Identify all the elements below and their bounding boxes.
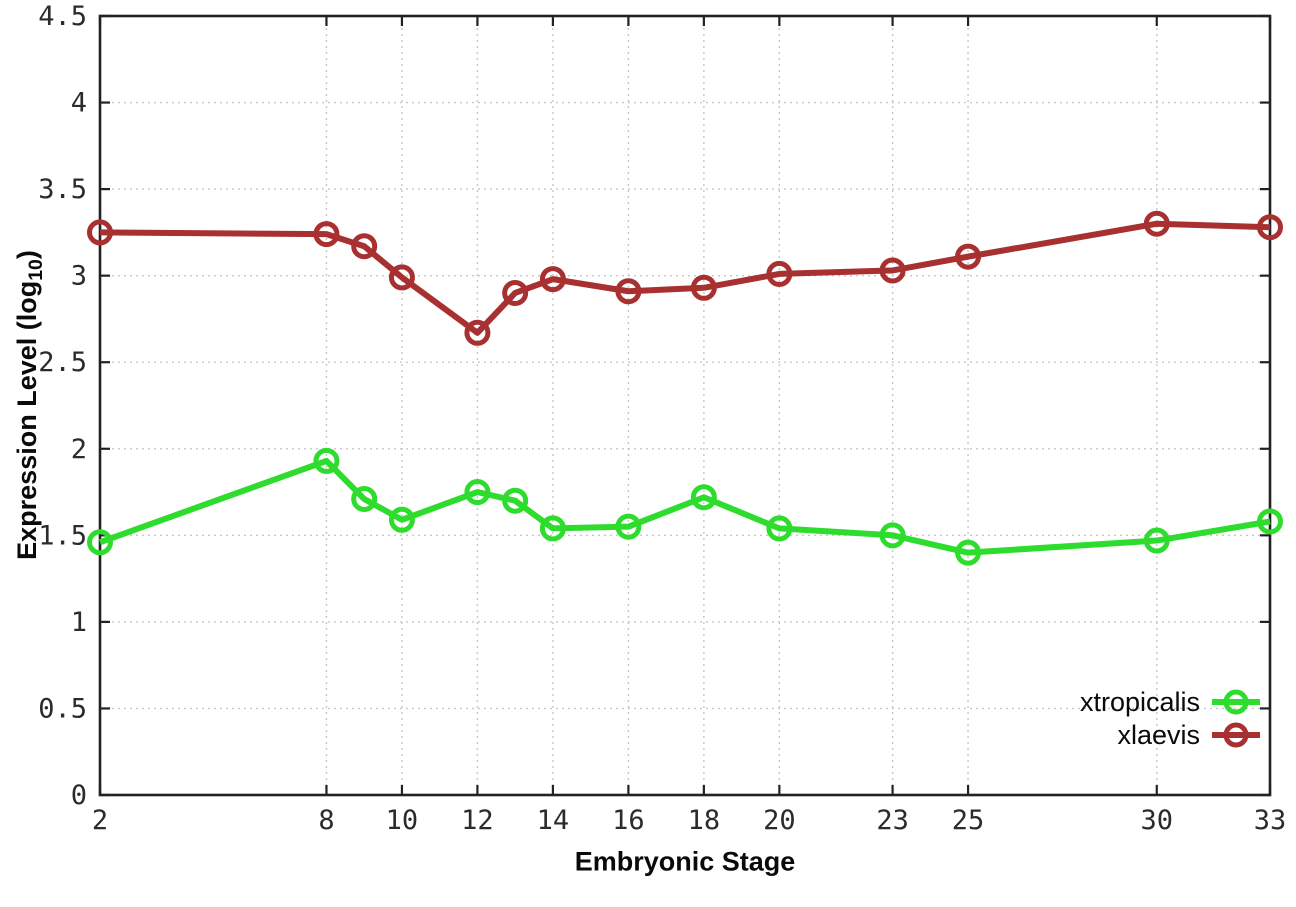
data-point-xtropicalis [87, 529, 113, 556]
data-point-xlaevis [1143, 210, 1170, 237]
y-tick-label: 2 [71, 434, 87, 465]
data-point-xlaevis [955, 243, 982, 270]
x-axis-label: Embryonic Stage [574, 846, 796, 877]
data-point-xtropicalis [351, 485, 378, 512]
data-point-xtropicalis [464, 479, 491, 506]
x-tick-label: 18 [688, 805, 721, 836]
y-axis-label-subscript: 10 [25, 259, 48, 281]
y-tick-label: 3 [71, 261, 87, 292]
y-tick-label: 1 [71, 607, 87, 638]
data-point-xlaevis [502, 279, 529, 306]
legend: xtropicalis xlaevis [1080, 687, 1262, 750]
data-point-xlaevis [539, 266, 566, 293]
series-line-xlaevis [99, 220, 1271, 336]
y-tick-label: 1.5 [38, 520, 87, 551]
x-tick-label: 10 [386, 805, 419, 836]
data-point-xtropicalis [879, 522, 906, 549]
legend-point-sample [1223, 689, 1249, 715]
y-tick-label: 0.5 [38, 693, 87, 724]
series-line-xtropicalis [98, 457, 1271, 556]
data-point-xtropicalis [388, 506, 415, 533]
legend-marker-xlaevis [1212, 722, 1260, 748]
data-point-xtropicalis [766, 515, 793, 542]
x-tick-label: 23 [876, 805, 909, 836]
x-tick-label: 14 [537, 805, 570, 836]
y-tick-label: 4.5 [38, 1, 87, 32]
data-point-xtropicalis [1257, 508, 1283, 535]
x-tick-label: 25 [952, 805, 985, 836]
data-point-xlaevis [766, 260, 793, 287]
data-point-xlaevis [87, 219, 113, 246]
legend-marker-xtropicalis [1212, 689, 1260, 715]
data-point-xtropicalis [690, 484, 717, 511]
legend-item-xtropicalis: xtropicalis [1080, 687, 1262, 717]
data-point-xtropicalis [539, 515, 566, 542]
data-point-xlaevis [313, 221, 340, 248]
legend-label-xtropicalis: xtropicalis [1079, 687, 1200, 717]
y-tick-label: 0 [71, 780, 87, 811]
x-tick-label: 30 [1141, 805, 1174, 836]
plot-border [98, 14, 1272, 797]
x-tick-label: 33 [1254, 805, 1287, 836]
y-axis-label: Expression Level (log10) [12, 250, 48, 560]
data-point-xlaevis [464, 319, 491, 346]
data-point-xlaevis [388, 264, 415, 291]
y-tick-label: 3.5 [38, 174, 87, 205]
data-point-xlaevis [351, 233, 378, 260]
data-point-xlaevis [879, 257, 906, 284]
data-point-xtropicalis [502, 487, 529, 514]
y-tick-label: 4 [71, 88, 87, 119]
data-point-xlaevis [690, 274, 717, 301]
data-point-xtropicalis [1143, 527, 1170, 554]
x-tick-label: 16 [612, 805, 645, 836]
data-point-xlaevis [615, 278, 642, 305]
data-point-xtropicalis [313, 447, 340, 474]
x-tick-label: 20 [763, 805, 796, 836]
y-axis-label-suffix: ) [11, 250, 42, 260]
y-axis-label-text: Expression Level (log [11, 280, 42, 560]
x-tick-label: 12 [461, 805, 494, 836]
x-tick-label: 2 [92, 805, 108, 836]
legend-item-xlaevis: xlaevis [1080, 720, 1262, 750]
data-point-xtropicalis [955, 539, 982, 566]
data-point-xlaevis [1257, 214, 1283, 241]
legend-point-sample [1223, 722, 1249, 748]
y-tick-label: 2.5 [38, 347, 87, 378]
data-point-xtropicalis [615, 513, 642, 540]
legend-label-xlaevis: xlaevis [1117, 720, 1200, 750]
x-tick-label: 8 [318, 805, 334, 836]
